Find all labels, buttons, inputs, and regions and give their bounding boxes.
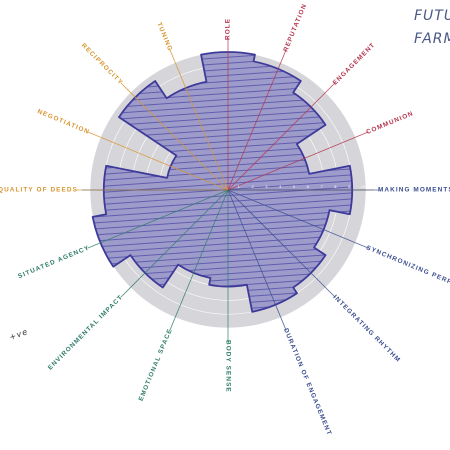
category-label-reciprocity: RECIPROCITY [80,42,124,86]
spoke-synchronizing-performance [227,189,369,249]
ring-label: 8 [334,184,337,189]
ring-label: 3 [265,184,268,189]
handwritten-title-line-2: FARM [414,31,450,47]
category-label-engagement: ENGAGEMENT [332,41,377,86]
ring-label: 10 [361,184,366,189]
category-label-situated-agency: SITUATED AGENCY [17,244,91,280]
ring-label: 5 [293,184,296,189]
category-label-negotiation: NEGOTIATION [36,108,90,136]
spoke-emotional-space [169,189,229,331]
category-label-role: ROLE [225,18,232,40]
ring-label: 4 [279,184,282,189]
spoke-communion [227,131,369,191]
spoke-situated-agency [87,189,229,249]
handwritten-title-line-1: FUTU [414,8,450,24]
category-label-reputation: REPUTATION [282,2,308,52]
category-label-body-sense: BODY SENSE [224,340,231,393]
category-label-tuning: TUNING [155,21,173,52]
ring-label: 7 [320,184,323,189]
radar-spokes [76,38,380,342]
spoke-duration-of-engagement [227,189,287,331]
spoke-negotiation [87,131,229,191]
category-label-making-moments-to-share: MAKING MOMENTS TO SHARE [378,187,450,194]
category-label-integrating-rhythm: INTEGRATING RHYTHM [331,294,401,364]
spoke-engagement [227,82,336,191]
spoke-integrating-rhythm [227,189,336,298]
ring-label: 9 [348,184,351,189]
radar-shape-group [91,51,354,313]
spoke-tuning [169,49,229,191]
category-label-quality-of-deeds: QUALITY OF DEEDS [0,187,78,194]
ring-label: 6 [307,184,310,189]
ring-label: 2 [251,184,254,189]
ring-labels: 1 2 3 4 5 6 7 8 9 10 [238,184,366,189]
radar-value-shape [91,51,354,313]
spoke-environmental-impact [120,189,229,298]
spoke-reputation [227,49,287,191]
category-label-synchronizing-performance: SYNCHRONIZING PERFORMANCE [365,244,450,301]
category-label-environmental-impact: ENVIRONMENTAL IMPACT [47,294,125,372]
spoke-reciprocity [120,82,229,191]
category-label-communion: COMMUNION [365,110,415,136]
category-label-duration-of-engagement: DURATION OF ENGAGEMENT [282,327,333,437]
category-label-emotional-space: EMOTIONAL SPACE [138,327,174,402]
ring-label: 1 [238,184,241,189]
